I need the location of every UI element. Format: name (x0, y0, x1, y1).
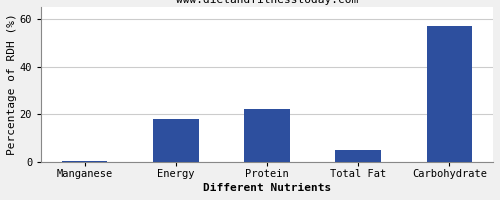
X-axis label: Different Nutrients: Different Nutrients (203, 183, 331, 193)
Text: www.dietandfitnesstoday.com: www.dietandfitnesstoday.com (176, 0, 358, 5)
Bar (426, 26, 472, 162)
Bar (153, 119, 198, 162)
Bar (336, 150, 381, 162)
Y-axis label: Percentage of RDH (%): Percentage of RDH (%) (7, 14, 17, 155)
Bar (62, 161, 108, 162)
Bar (244, 109, 290, 162)
